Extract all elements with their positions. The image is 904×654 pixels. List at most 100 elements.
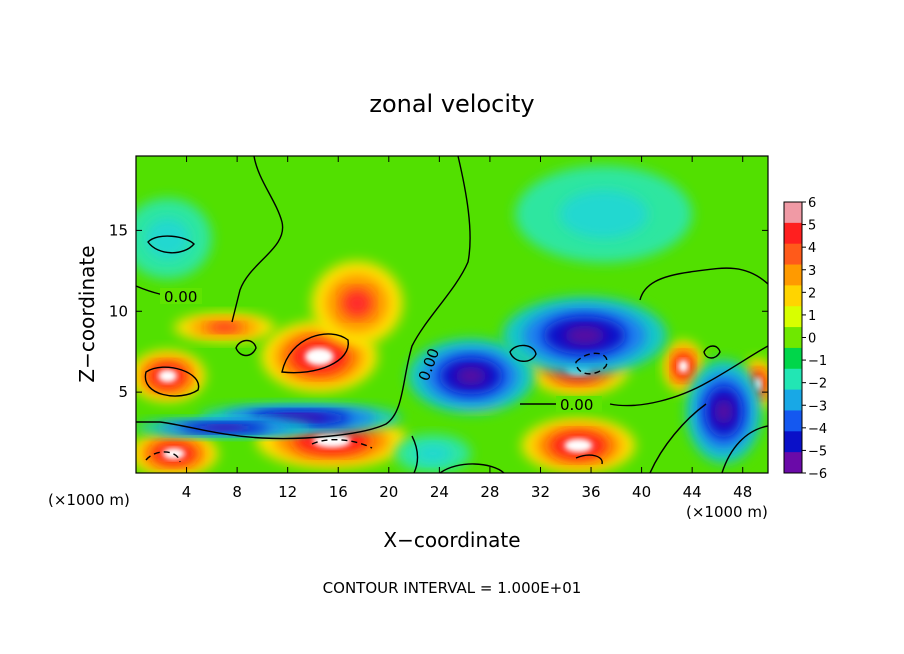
colorbar-swatch [784,389,802,411]
y-axis-title: Z−coordinate [75,245,99,382]
x-unit-label-left: (×1000 m) [48,491,130,509]
colorbar-tick-label: 2 [808,286,816,301]
shade-band [207,322,242,333]
colorbar-swatch [784,222,802,245]
shade-band [158,369,178,383]
plot-frame [135,155,769,474]
chart-title: zonal velocity [369,90,534,118]
positive-velocity-region [311,261,403,346]
positive-velocity-region [663,340,704,393]
colorbar-tick-label: 5 [808,219,816,234]
velocity-field [136,165,768,473]
y-axis: 5 10 15 [109,221,768,401]
shade-band [342,289,373,318]
shade-band [414,443,452,464]
x-unit-label-right: (×1000 m) [686,503,768,521]
zero-contour [231,156,284,323]
colorbar-tick-label: 6 [808,196,816,211]
x-axis: 4 8 12 16 20 24 28 32 36 40 44 48 [182,156,752,501]
shade-band [304,347,334,366]
negative-contour [311,438,373,449]
colorbar-swatch [784,368,802,391]
zero-contour [147,235,195,254]
zero-contour [520,345,768,407]
negative-contour [145,451,181,463]
negative-velocity-region [515,165,693,263]
x-tick-label: 16 [329,483,348,501]
x-tick-label: 20 [379,483,398,501]
y-tick-label: 10 [109,302,128,320]
negative-contour [575,352,608,375]
colorbar-swatch [784,285,802,307]
shade-band [145,218,190,259]
colorbar-tick-label: −5 [808,444,827,459]
x-tick-label: 44 [683,483,702,501]
x-tick-label: 24 [430,483,449,501]
zero-contour [136,156,471,440]
colorbar-tick-label: 0 [808,332,816,347]
zero-contour [235,339,257,357]
positive-velocity-region [261,321,378,393]
colorbar-swatch [784,347,802,370]
negative-velocity-region [502,296,667,375]
zero-contour [411,435,419,473]
colorbar-swatch [784,202,802,224]
contour-label: 0.00 [164,288,197,306]
negative-velocity-region [395,434,471,473]
shade-band [678,359,689,373]
colorbar-swatch [784,243,802,266]
y-tick-label: 15 [109,221,128,239]
x-tick-label: 32 [531,483,550,501]
zero-contour [639,267,768,301]
x-tick-label: 4 [182,483,192,501]
x-tick-label: 28 [480,483,499,501]
shade-band [559,189,648,239]
shade-band [202,425,247,431]
x-tick-label: 12 [278,483,297,501]
colorbar-swatch [784,264,802,286]
colorbar-tick-label: −1 [808,354,827,369]
positive-contour [281,333,349,374]
colorbar-tick-label: −4 [808,422,827,437]
positive-velocity-region [136,350,206,402]
colorbar-swatch [784,431,802,453]
shade-band [275,414,326,422]
colorbar-tick-label: 3 [808,264,816,279]
negative-velocity-region [407,338,535,414]
shade-band [455,366,487,386]
zero-contour [703,345,721,359]
colorbar-swatch [784,410,802,432]
positive-contour [439,463,505,473]
x-tick-label: 36 [581,483,600,501]
x-tick-label: 48 [733,483,752,501]
colorbar-tick-label: −6 [808,467,827,482]
positive-contour [144,366,200,397]
positive-velocity-region [173,312,276,342]
colorbar-tick-label: 4 [808,241,816,256]
y-tick-label: 5 [118,383,128,401]
zero-contour [649,403,707,473]
negative-velocity-region [685,359,762,464]
positive-velocity-region [521,418,636,473]
colorbar-tick-label: 1 [808,309,816,324]
shade-band [564,325,606,346]
positive-contour [575,454,603,465]
colorbar-tick-label: −2 [808,377,827,392]
colorbar: 6 5 4 3 2 1 0 −1 −2 −3 −4 −5 −6 [783,196,827,482]
colorbar-swatch [784,452,802,474]
zero-contour [509,344,537,362]
shade-band [564,438,593,453]
x-tick-label: 8 [232,483,242,501]
zero-contour [721,425,768,473]
contour-lines [136,156,768,473]
plot-area: 0.00 0.00 0.00 [136,156,768,473]
x-axis-title: X−coordinate [383,528,520,552]
shade-band [714,398,734,425]
negative-velocity-region [136,198,212,279]
positive-velocity-region [136,431,219,473]
contour-label: 0.00 [560,396,593,414]
colorbar-swatch [784,306,802,328]
x-tick-label: 40 [632,483,651,501]
contour-interval-note: CONTOUR INTERVAL = 1.000E+01 [323,579,582,597]
